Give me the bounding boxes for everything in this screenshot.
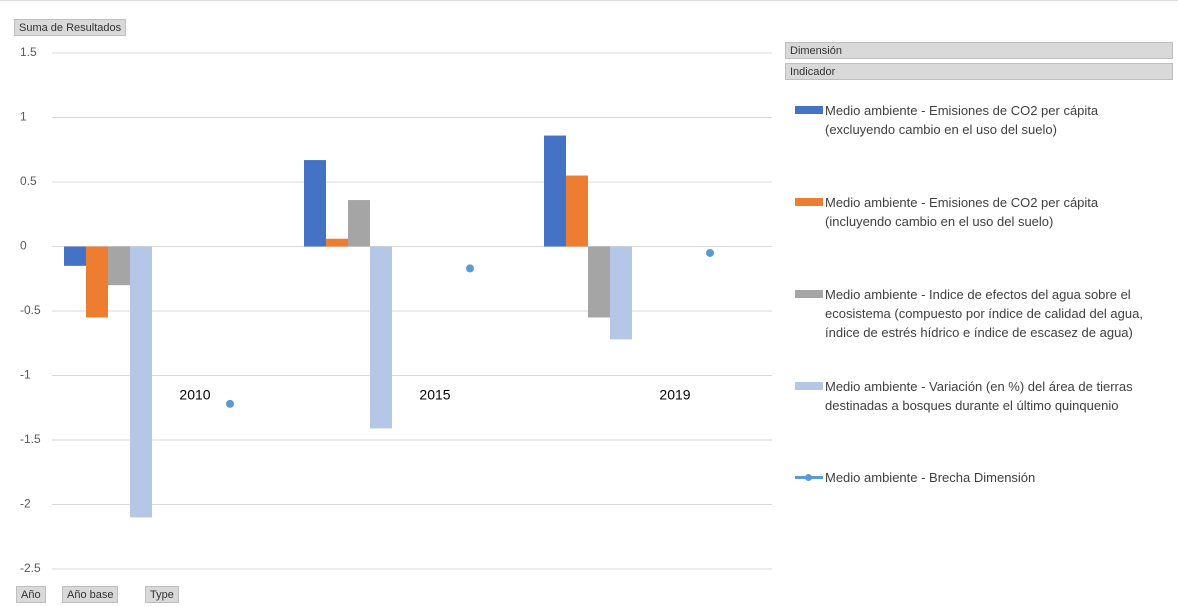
y-tick-label: -0.5 bbox=[20, 303, 41, 317]
value-field-button[interactable]: Suma de Resultados bbox=[14, 19, 127, 36]
legend-label: Medio ambiente - Emisiones de CO2 per cá… bbox=[825, 103, 1099, 137]
bar bbox=[86, 246, 108, 318]
legend-label: Medio ambiente - Emisiones de CO2 per cá… bbox=[825, 195, 1099, 229]
axis-field-button[interactable]: Año bbox=[16, 586, 46, 603]
bar bbox=[130, 246, 152, 518]
bar bbox=[108, 246, 130, 286]
legend-entry: Medio ambiente - Emisiones de CO2 per cá… bbox=[795, 193, 1165, 231]
legend-swatch bbox=[795, 285, 825, 304]
legend-entry: Medio ambiente - Indice de efectos del a… bbox=[795, 285, 1165, 342]
legend-label: Medio ambiente - Variación (en %) del ár… bbox=[825, 379, 1133, 413]
bar bbox=[326, 238, 348, 247]
legend-entry: Medio ambiente - Variación (en %) del ár… bbox=[795, 377, 1165, 415]
y-tick-label: -1.5 bbox=[20, 432, 41, 446]
legend-swatch bbox=[795, 468, 825, 487]
legend-swatch bbox=[795, 377, 825, 396]
y-tick-label: 1.5 bbox=[20, 45, 37, 59]
y-tick-label: -2.5 bbox=[20, 561, 41, 575]
bar bbox=[588, 246, 610, 318]
legend-swatch bbox=[795, 193, 825, 212]
y-tick-label: 0.5 bbox=[20, 174, 37, 188]
bar bbox=[566, 175, 588, 247]
legend-swatch bbox=[795, 101, 825, 120]
legend-entry: Medio ambiente - Brecha Dimensión bbox=[795, 468, 1165, 487]
bar bbox=[348, 200, 370, 247]
bar bbox=[64, 246, 86, 266]
marker bbox=[706, 248, 714, 257]
marker bbox=[226, 399, 234, 408]
y-tick-label: -2 bbox=[20, 497, 31, 511]
legend-entry: Medio ambiente - Emisiones de CO2 per cá… bbox=[795, 101, 1165, 139]
legend-label: Medio ambiente - Brecha Dimensión bbox=[825, 470, 1036, 485]
marker bbox=[466, 264, 474, 273]
x-tick-label: 2019 bbox=[659, 387, 690, 403]
axis-field-button[interactable]: Type bbox=[145, 586, 179, 603]
x-tick-label: 2015 bbox=[419, 387, 450, 403]
legend-label: Medio ambiente - Indice de efectos del a… bbox=[825, 287, 1143, 340]
bar bbox=[304, 160, 326, 247]
y-tick-label: -1 bbox=[20, 368, 31, 382]
bar bbox=[610, 246, 632, 340]
bar bbox=[370, 246, 392, 429]
y-tick-label: 0 bbox=[20, 239, 27, 253]
y-tick-label: 1 bbox=[20, 110, 27, 124]
legend-field-button[interactable]: Indicador bbox=[785, 63, 1173, 80]
axis-field-button[interactable]: Año base bbox=[62, 586, 119, 603]
legend-field-button[interactable]: Dimensión bbox=[785, 42, 1173, 59]
bar bbox=[544, 135, 566, 247]
x-tick-label: 2010 bbox=[179, 387, 210, 403]
